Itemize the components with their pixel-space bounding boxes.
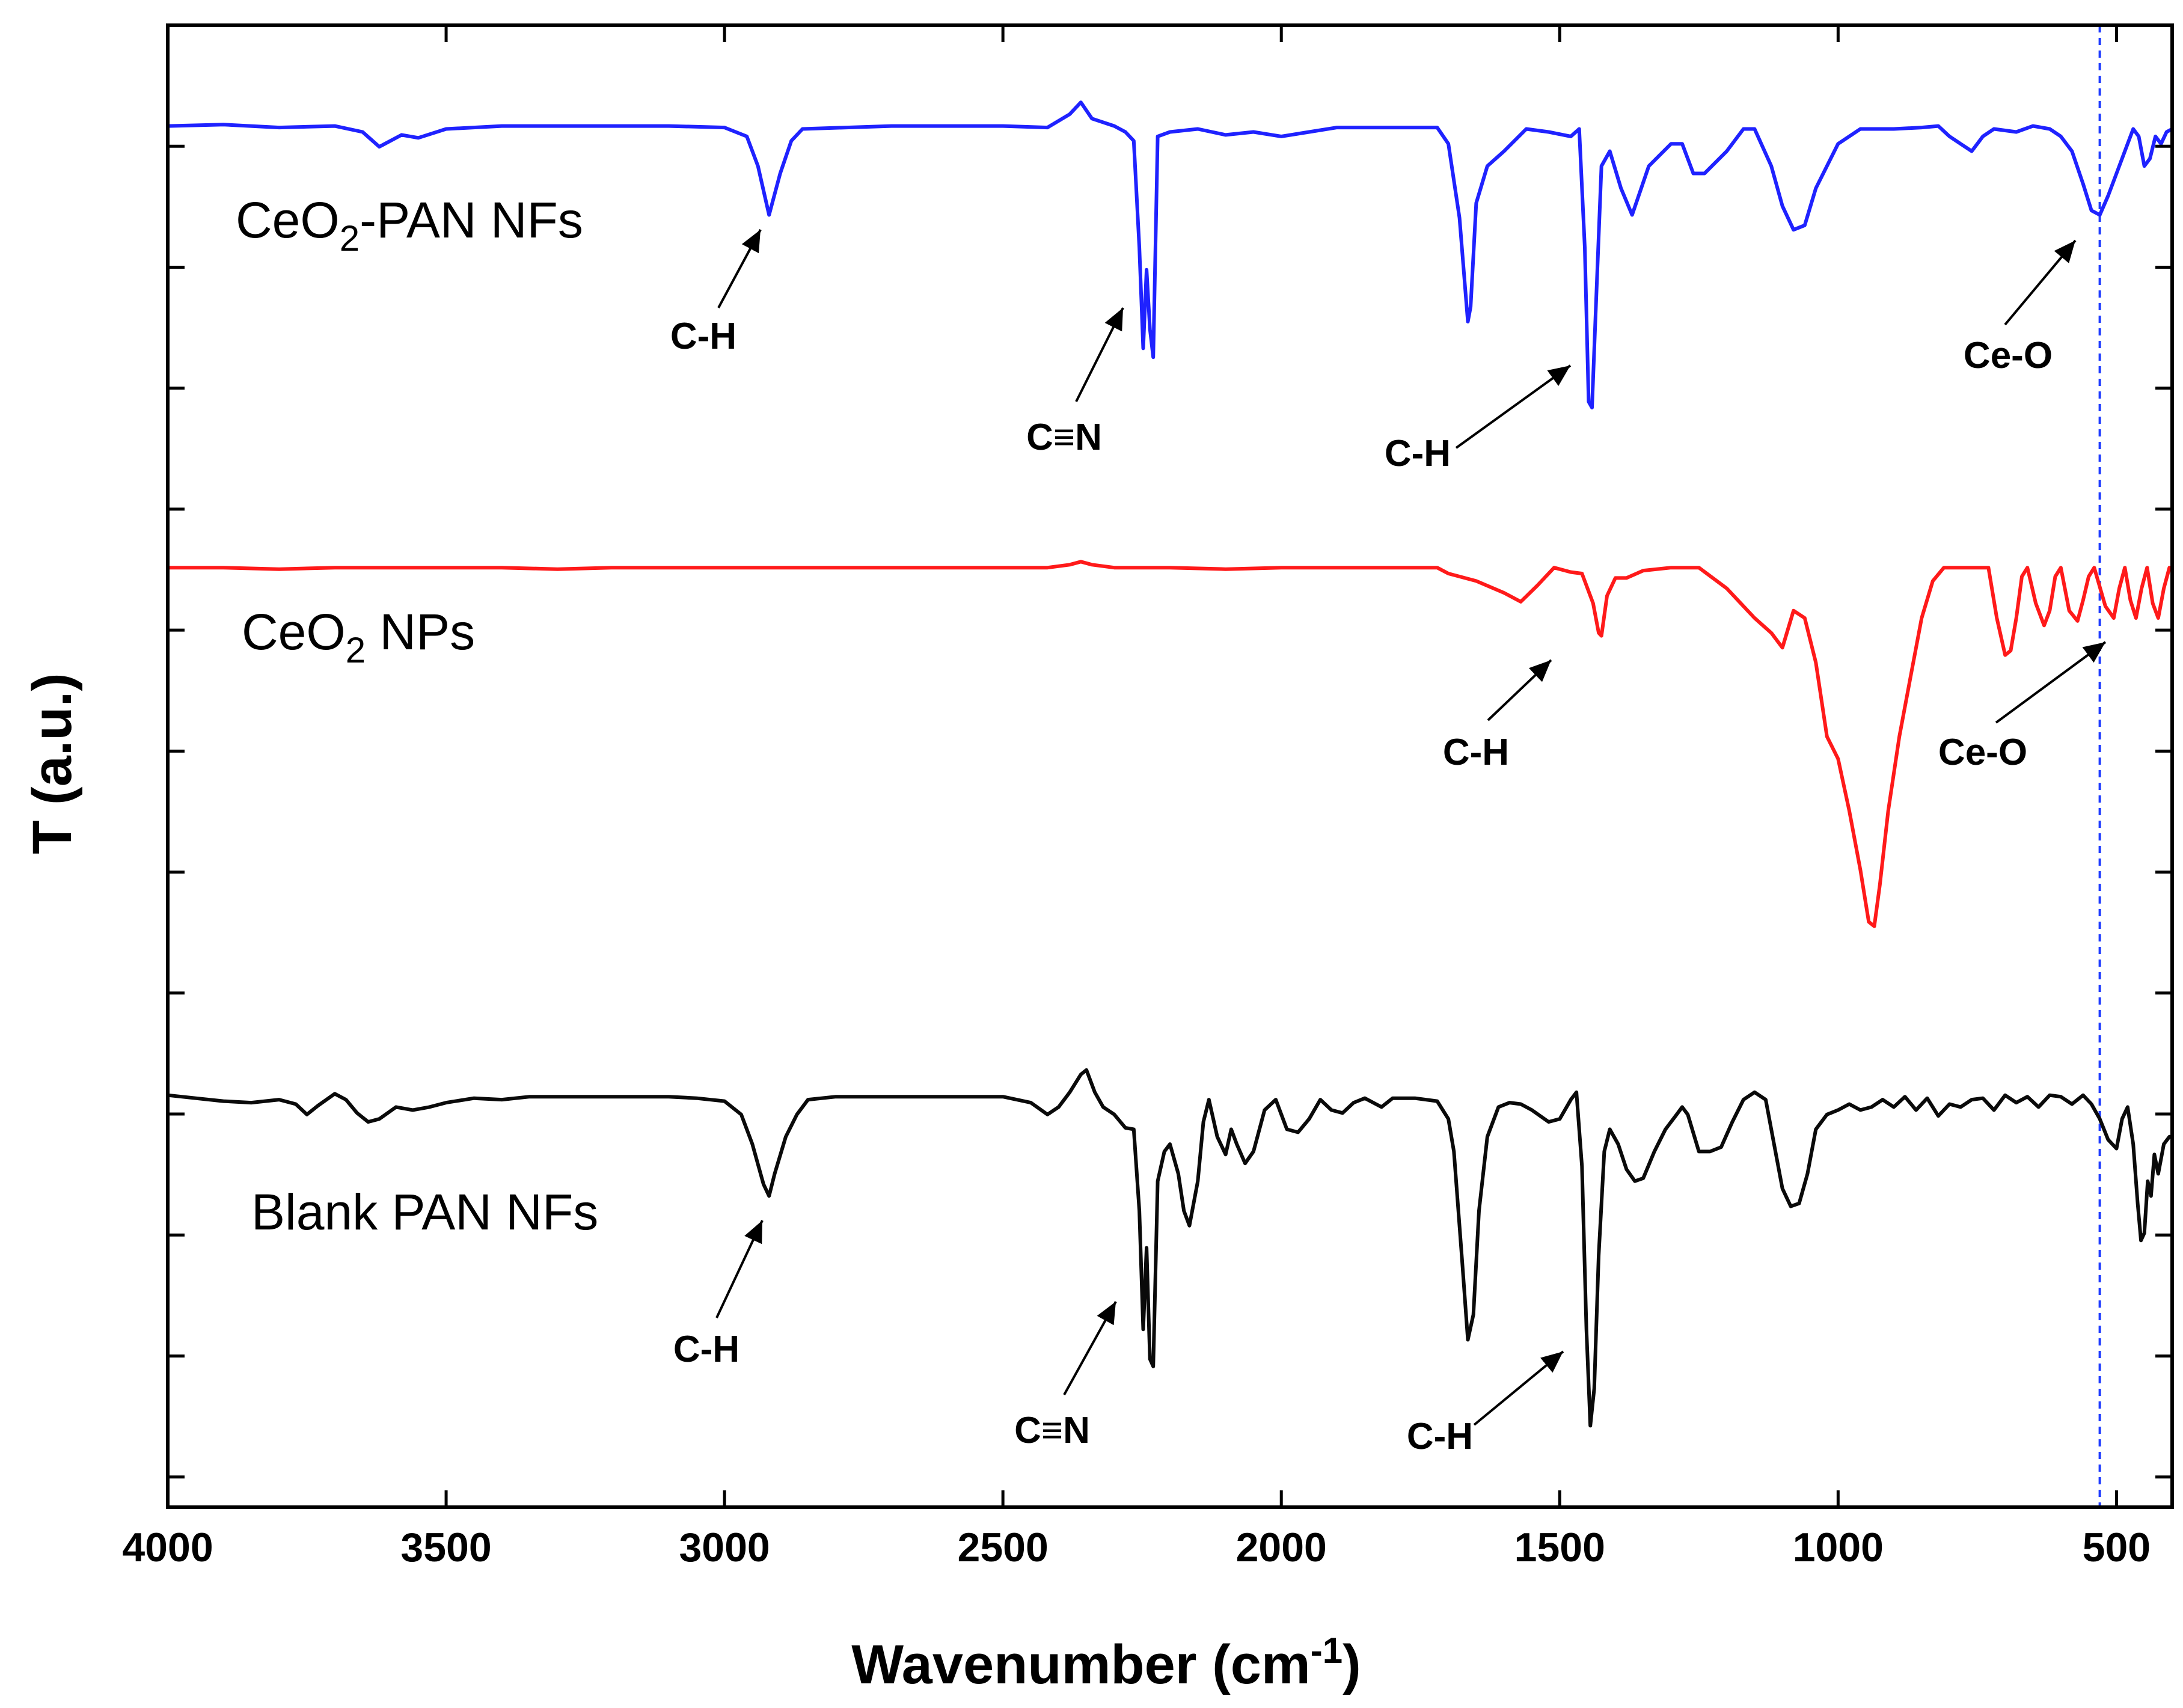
x-tick-label: 2500	[958, 1525, 1049, 1570]
series-line-ceo2-nps	[168, 560, 2172, 928]
annotation-label: C-H	[1407, 1416, 1473, 1457]
annotation-label: C-H	[673, 1329, 739, 1370]
annotation-arrow	[2004, 239, 2077, 326]
annotation-arrow	[1487, 659, 1552, 721]
annotation-label: C-H	[670, 316, 736, 357]
series-label-ceo2-pan-nfs: CeO2-PAN NFs	[236, 192, 583, 259]
x-axis-title: Wavenumber (cm-1)	[851, 1630, 1361, 1695]
x-tick-label: 1500	[1514, 1525, 1605, 1570]
series-line-ceo2-pan-nfs	[167, 100, 2173, 409]
annotation-arrow	[717, 229, 762, 308]
x-tick-label: 2000	[1236, 1525, 1327, 1570]
annotation-label: Ce-O	[1964, 335, 2053, 376]
y-axis-title: T (a.u.)	[22, 673, 83, 854]
annotation-label: Ce-O	[1938, 732, 2027, 773]
annotation-label: C≡N	[1014, 1410, 1090, 1451]
annotation-arrow	[1075, 307, 1124, 402]
x-tick-label: 4000	[122, 1525, 213, 1570]
x-axis-ticks: 4000 3500 3000 2500 2000 1500 1000 500	[122, 25, 2151, 1570]
annotation-label: C-H	[1385, 433, 1451, 474]
annotation-arrow	[1473, 1350, 1564, 1426]
annotation-arrow	[1995, 641, 2107, 724]
x-tick-label: 3500	[400, 1525, 491, 1570]
annotations: C-H C≡N C-H Ce-O C-H Ce-O C-H C≡N C-H	[670, 229, 2107, 1457]
x-tick-label: 1000	[1793, 1525, 1884, 1570]
annotation-arrow	[1063, 1301, 1117, 1395]
annotation-label: C-H	[1443, 732, 1509, 773]
annotation-arrow	[715, 1220, 764, 1318]
series-layer	[167, 100, 2173, 1428]
x-tick-label: 3000	[679, 1525, 770, 1570]
annotation-arrow	[1455, 364, 1572, 449]
series-label-blank-pan-nfs: Blank PAN NFs	[251, 1184, 598, 1240]
series-line-blank-pan-nfs	[167, 1068, 2172, 1428]
y-axis-ticks	[168, 144, 2172, 1479]
x-tick-label: 500	[2083, 1525, 2151, 1570]
plot-frame	[166, 23, 2174, 1509]
annotation-label: C≡N	[1026, 417, 1102, 458]
series-labels: CeO2-PAN NFs CeO2 NPs Blank PAN NFs	[236, 192, 598, 1240]
series-label-ceo2-nps: CeO2 NPs	[242, 604, 475, 670]
